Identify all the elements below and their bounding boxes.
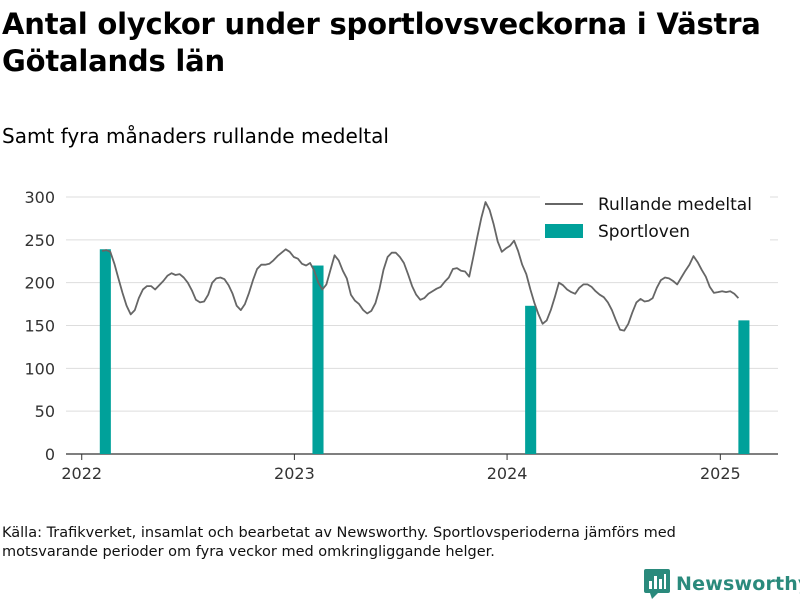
rolling-average-series xyxy=(101,201,740,332)
sportloven-bar xyxy=(525,305,537,454)
chart-title: Antal olyckor under sportlovsveckorna i … xyxy=(2,7,761,78)
x-axis: 2022 2023 2024 2025 xyxy=(61,454,741,483)
sportloven-bar xyxy=(99,249,111,454)
y-tick-label: 250 xyxy=(24,231,55,250)
newsworthy-wordmark: Newsworthy xyxy=(676,573,800,595)
y-tick-label: 100 xyxy=(24,359,55,378)
y-tick-label: 50 xyxy=(35,402,55,421)
newsworthy-logo: Newsworthy xyxy=(644,569,800,599)
y-tick-label: 200 xyxy=(24,274,55,293)
chart-subtitle: Samt fyra månaders rullande medeltal xyxy=(2,124,389,148)
y-tick-label: 0 xyxy=(45,445,55,464)
x-tick-label: 2024 xyxy=(487,464,528,483)
sportloven-bar xyxy=(312,265,324,454)
source-note: Källa: Trafikverket, insamlat och bearbe… xyxy=(2,525,676,560)
x-tick-label: 2022 xyxy=(61,464,102,483)
sportloven-bars xyxy=(99,249,750,454)
y-axis: 0 50 100 150 200 250 300 xyxy=(24,188,55,464)
newsworthy-logo-icon xyxy=(644,569,670,599)
legend-background xyxy=(540,190,770,248)
rolling-average-line xyxy=(101,201,740,332)
x-tick-label: 2025 xyxy=(700,464,741,483)
y-tick-label: 300 xyxy=(24,188,55,207)
x-tick-label: 2023 xyxy=(274,464,315,483)
sportloven-bar xyxy=(738,320,750,454)
y-tick-label: 150 xyxy=(24,317,55,336)
legend-label: Sportloven xyxy=(598,222,690,242)
legend-label: Rullande medeltal xyxy=(598,195,752,215)
legend-bar-swatch xyxy=(545,224,583,238)
legend: Rullande medeltal Sportloven xyxy=(540,190,770,248)
